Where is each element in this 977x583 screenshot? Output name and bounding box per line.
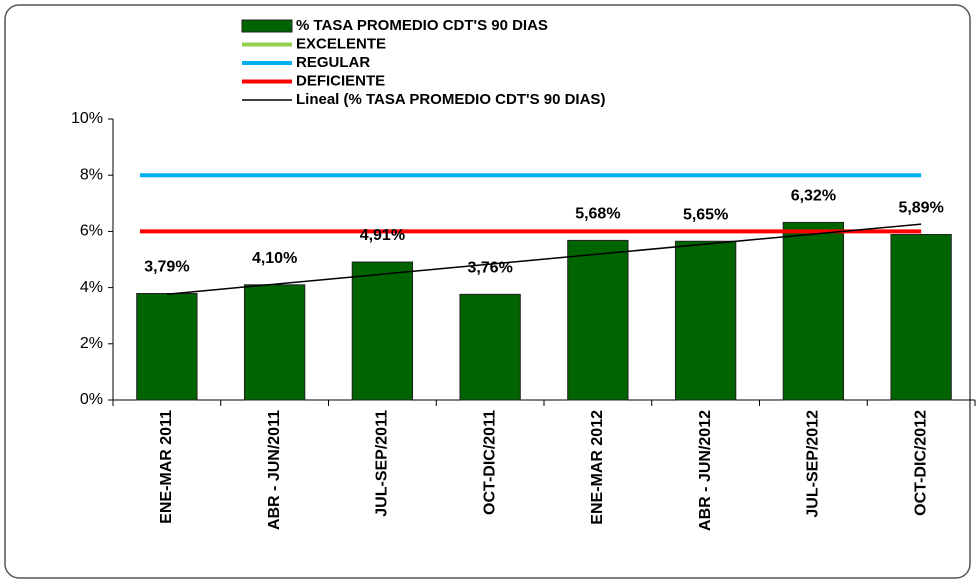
bar xyxy=(351,261,414,401)
trend-line xyxy=(166,223,922,295)
x-tick-label: ABR - JUN/2011 xyxy=(266,410,283,530)
chart-frame xyxy=(4,4,971,579)
legend-label: % TASA PROMEDIO CDT'S 90 DIAS xyxy=(296,17,548,34)
value-label: 5,68% xyxy=(575,206,620,223)
y-tick-label: 4% xyxy=(80,279,103,296)
x-tick-label: ENE-MAR 2012 xyxy=(589,410,606,525)
x-tick-label: JUL-SEP/2011 xyxy=(374,410,391,517)
x-tick-label: ENE-MAR 2011 xyxy=(158,410,175,524)
bar xyxy=(782,221,845,401)
legend-label: DEFICIENTE xyxy=(296,72,385,89)
value-label: 4,91% xyxy=(360,227,405,244)
bar xyxy=(459,293,521,401)
value-label: 5,89% xyxy=(898,200,943,217)
value-label: 6,32% xyxy=(791,188,836,205)
x-tick-label: JUL-SEP/2012 xyxy=(805,410,822,518)
y-tick-label: 10% xyxy=(71,110,103,127)
y-tick-label: 0% xyxy=(80,391,103,408)
value-label: 3,76% xyxy=(467,260,512,277)
bar xyxy=(136,293,198,401)
legend-label: Lineal (% TASA PROMEDIO CDT'S 90 DIAS) xyxy=(296,91,605,108)
bar xyxy=(243,284,306,401)
y-tick-label: 2% xyxy=(80,335,103,352)
y-tick-label: 8% xyxy=(80,166,103,183)
bar xyxy=(567,239,629,401)
x-tick-label: OCT-DIC/2012 xyxy=(912,410,929,516)
bar xyxy=(674,240,737,401)
legend-label: REGULAR xyxy=(296,54,370,71)
y-tick-label: 6% xyxy=(80,223,103,240)
value-label: 3,79% xyxy=(144,259,189,276)
bar xyxy=(890,233,952,401)
legend-label: EXCELENTE xyxy=(296,35,386,52)
x-tick-label: OCT-DIC/2011 xyxy=(481,410,498,515)
value-label: 5,65% xyxy=(683,206,728,223)
legend-swatch xyxy=(241,19,293,33)
x-tick-label: ABR - JUN/2012 xyxy=(697,410,714,531)
value-label: 4,10% xyxy=(252,250,297,267)
